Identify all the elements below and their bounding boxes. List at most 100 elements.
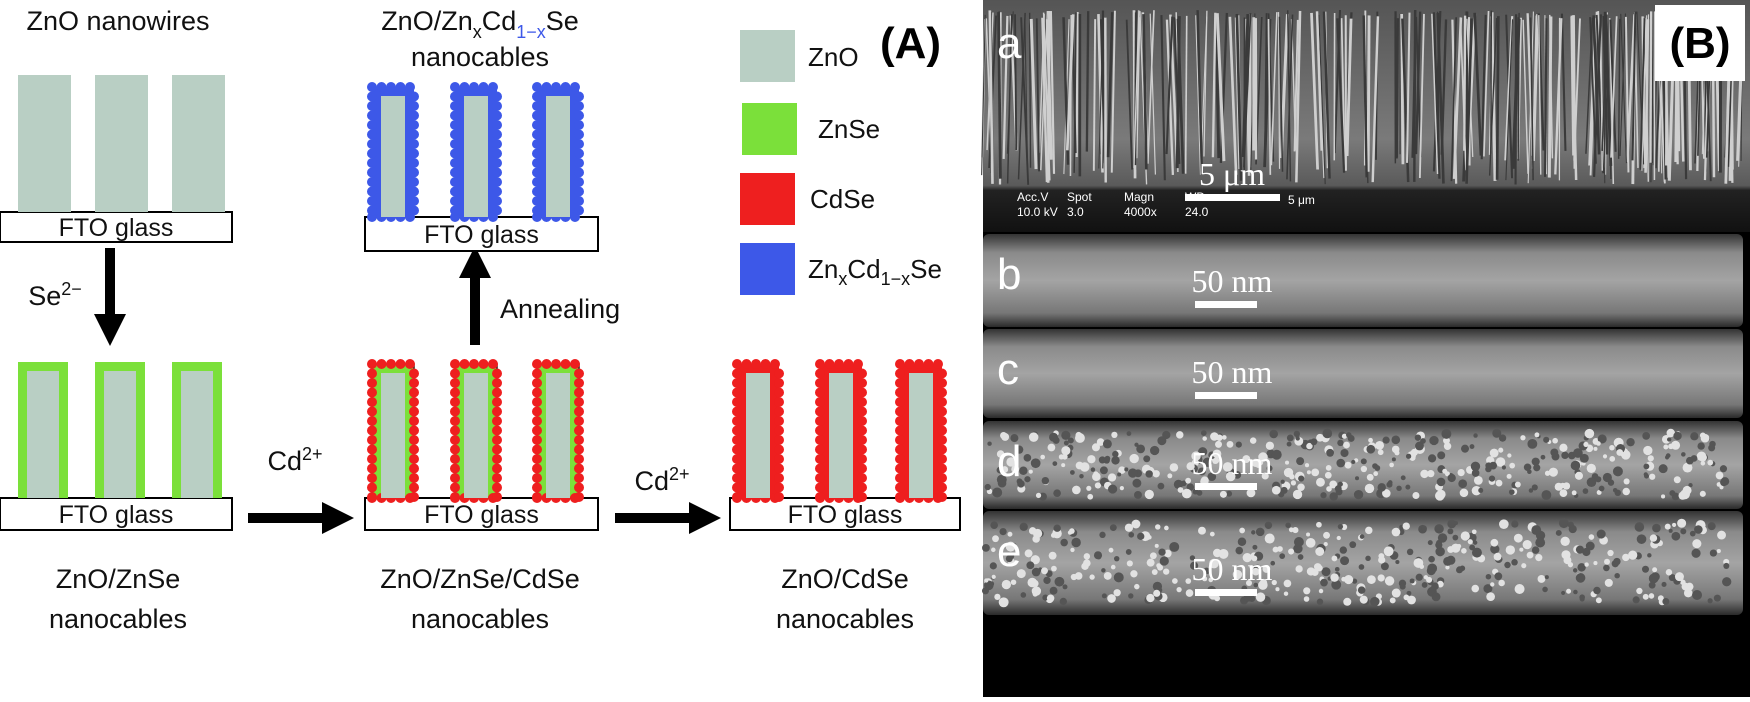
- particle: [774, 492, 784, 502]
- grain: [1317, 599, 1323, 605]
- grain: [1202, 436, 1207, 441]
- grain: [1531, 525, 1541, 535]
- caption: ZnO/ZnSe/CdSe: [380, 564, 580, 594]
- grain: [1573, 590, 1578, 595]
- particle: [450, 196, 460, 206]
- grain: [1291, 480, 1296, 485]
- grain: [1649, 474, 1655, 480]
- particle: [409, 130, 419, 140]
- grain: [1609, 456, 1615, 462]
- grain: [1543, 437, 1549, 443]
- grain: [1079, 474, 1084, 479]
- grain: [1298, 554, 1304, 560]
- particle: [409, 177, 419, 187]
- grain: [1114, 556, 1119, 561]
- grain: [1002, 580, 1011, 589]
- particle: [409, 435, 419, 445]
- grain: [1721, 477, 1729, 485]
- particle: [732, 473, 742, 483]
- grain: [1306, 532, 1310, 536]
- grain: [1124, 467, 1128, 471]
- grain: [1472, 548, 1482, 558]
- particle: [492, 483, 502, 493]
- core: [746, 373, 770, 498]
- grain: [1671, 532, 1680, 541]
- grain: [1583, 442, 1588, 447]
- particle: [367, 445, 377, 455]
- grain: [1599, 486, 1605, 492]
- grain: [1669, 529, 1673, 533]
- grain: [1365, 556, 1370, 561]
- particle: [532, 445, 542, 455]
- grain: [1026, 551, 1032, 557]
- grain: [1265, 522, 1272, 529]
- particle: [574, 369, 584, 379]
- particle: [774, 388, 784, 398]
- particle: [488, 82, 498, 92]
- grain: [1541, 490, 1551, 500]
- grain: [1155, 544, 1159, 548]
- particle: [751, 359, 761, 369]
- particle: [895, 473, 905, 483]
- core: [27, 371, 59, 498]
- sem-value: 4000x: [1124, 205, 1157, 219]
- particle: [367, 435, 377, 445]
- particle: [774, 483, 784, 493]
- grain: [1624, 478, 1630, 484]
- grain: [1593, 587, 1600, 594]
- sem-value: 3.0: [1067, 205, 1084, 219]
- grain: [1185, 478, 1191, 484]
- particle: [367, 397, 377, 407]
- particle: [532, 196, 542, 206]
- grain: [1561, 591, 1565, 595]
- sem-header: Acc.V: [1017, 190, 1048, 204]
- grain: [1597, 530, 1606, 539]
- particle: [895, 397, 905, 407]
- particle: [450, 416, 460, 426]
- particle: [937, 483, 947, 493]
- grain: [1036, 493, 1041, 498]
- scale-bar: [1195, 301, 1257, 308]
- grain: [1478, 488, 1483, 493]
- particle: [367, 196, 377, 206]
- grain: [1128, 532, 1134, 538]
- grain: [1120, 486, 1124, 490]
- particle: [409, 464, 419, 474]
- grain: [1341, 577, 1346, 582]
- grain: [1523, 540, 1532, 549]
- particle: [532, 454, 542, 464]
- grain: [1474, 476, 1483, 485]
- grain: [1723, 563, 1729, 569]
- grain: [1281, 480, 1285, 484]
- particle: [574, 196, 584, 206]
- particle: [732, 359, 742, 369]
- grain: [1535, 538, 1545, 548]
- substrate-label: FTO glass: [424, 501, 539, 529]
- grain: [1648, 455, 1654, 461]
- grain: [1172, 578, 1178, 584]
- grain: [1277, 546, 1283, 552]
- grain: [1378, 553, 1384, 559]
- particle: [450, 359, 460, 369]
- grain: [1573, 448, 1583, 458]
- grain: [1502, 465, 1506, 469]
- grain: [1583, 488, 1589, 494]
- particle: [937, 378, 947, 388]
- grain: [1063, 584, 1068, 589]
- charge: 2+: [669, 464, 690, 484]
- particle: [367, 82, 377, 92]
- grain: [1407, 549, 1413, 555]
- grain: [1102, 593, 1107, 598]
- particle: [450, 369, 460, 379]
- grain: [1541, 455, 1546, 460]
- particle: [532, 187, 542, 197]
- grain: [1310, 438, 1317, 445]
- grain: [1087, 494, 1093, 500]
- grain: [1690, 432, 1698, 440]
- step-label: Se2−: [28, 279, 82, 311]
- particle: [450, 388, 460, 398]
- grain: [1346, 432, 1352, 438]
- grain: [1622, 554, 1629, 561]
- grain: [1063, 433, 1068, 438]
- substrate-label: FTO glass: [59, 501, 174, 529]
